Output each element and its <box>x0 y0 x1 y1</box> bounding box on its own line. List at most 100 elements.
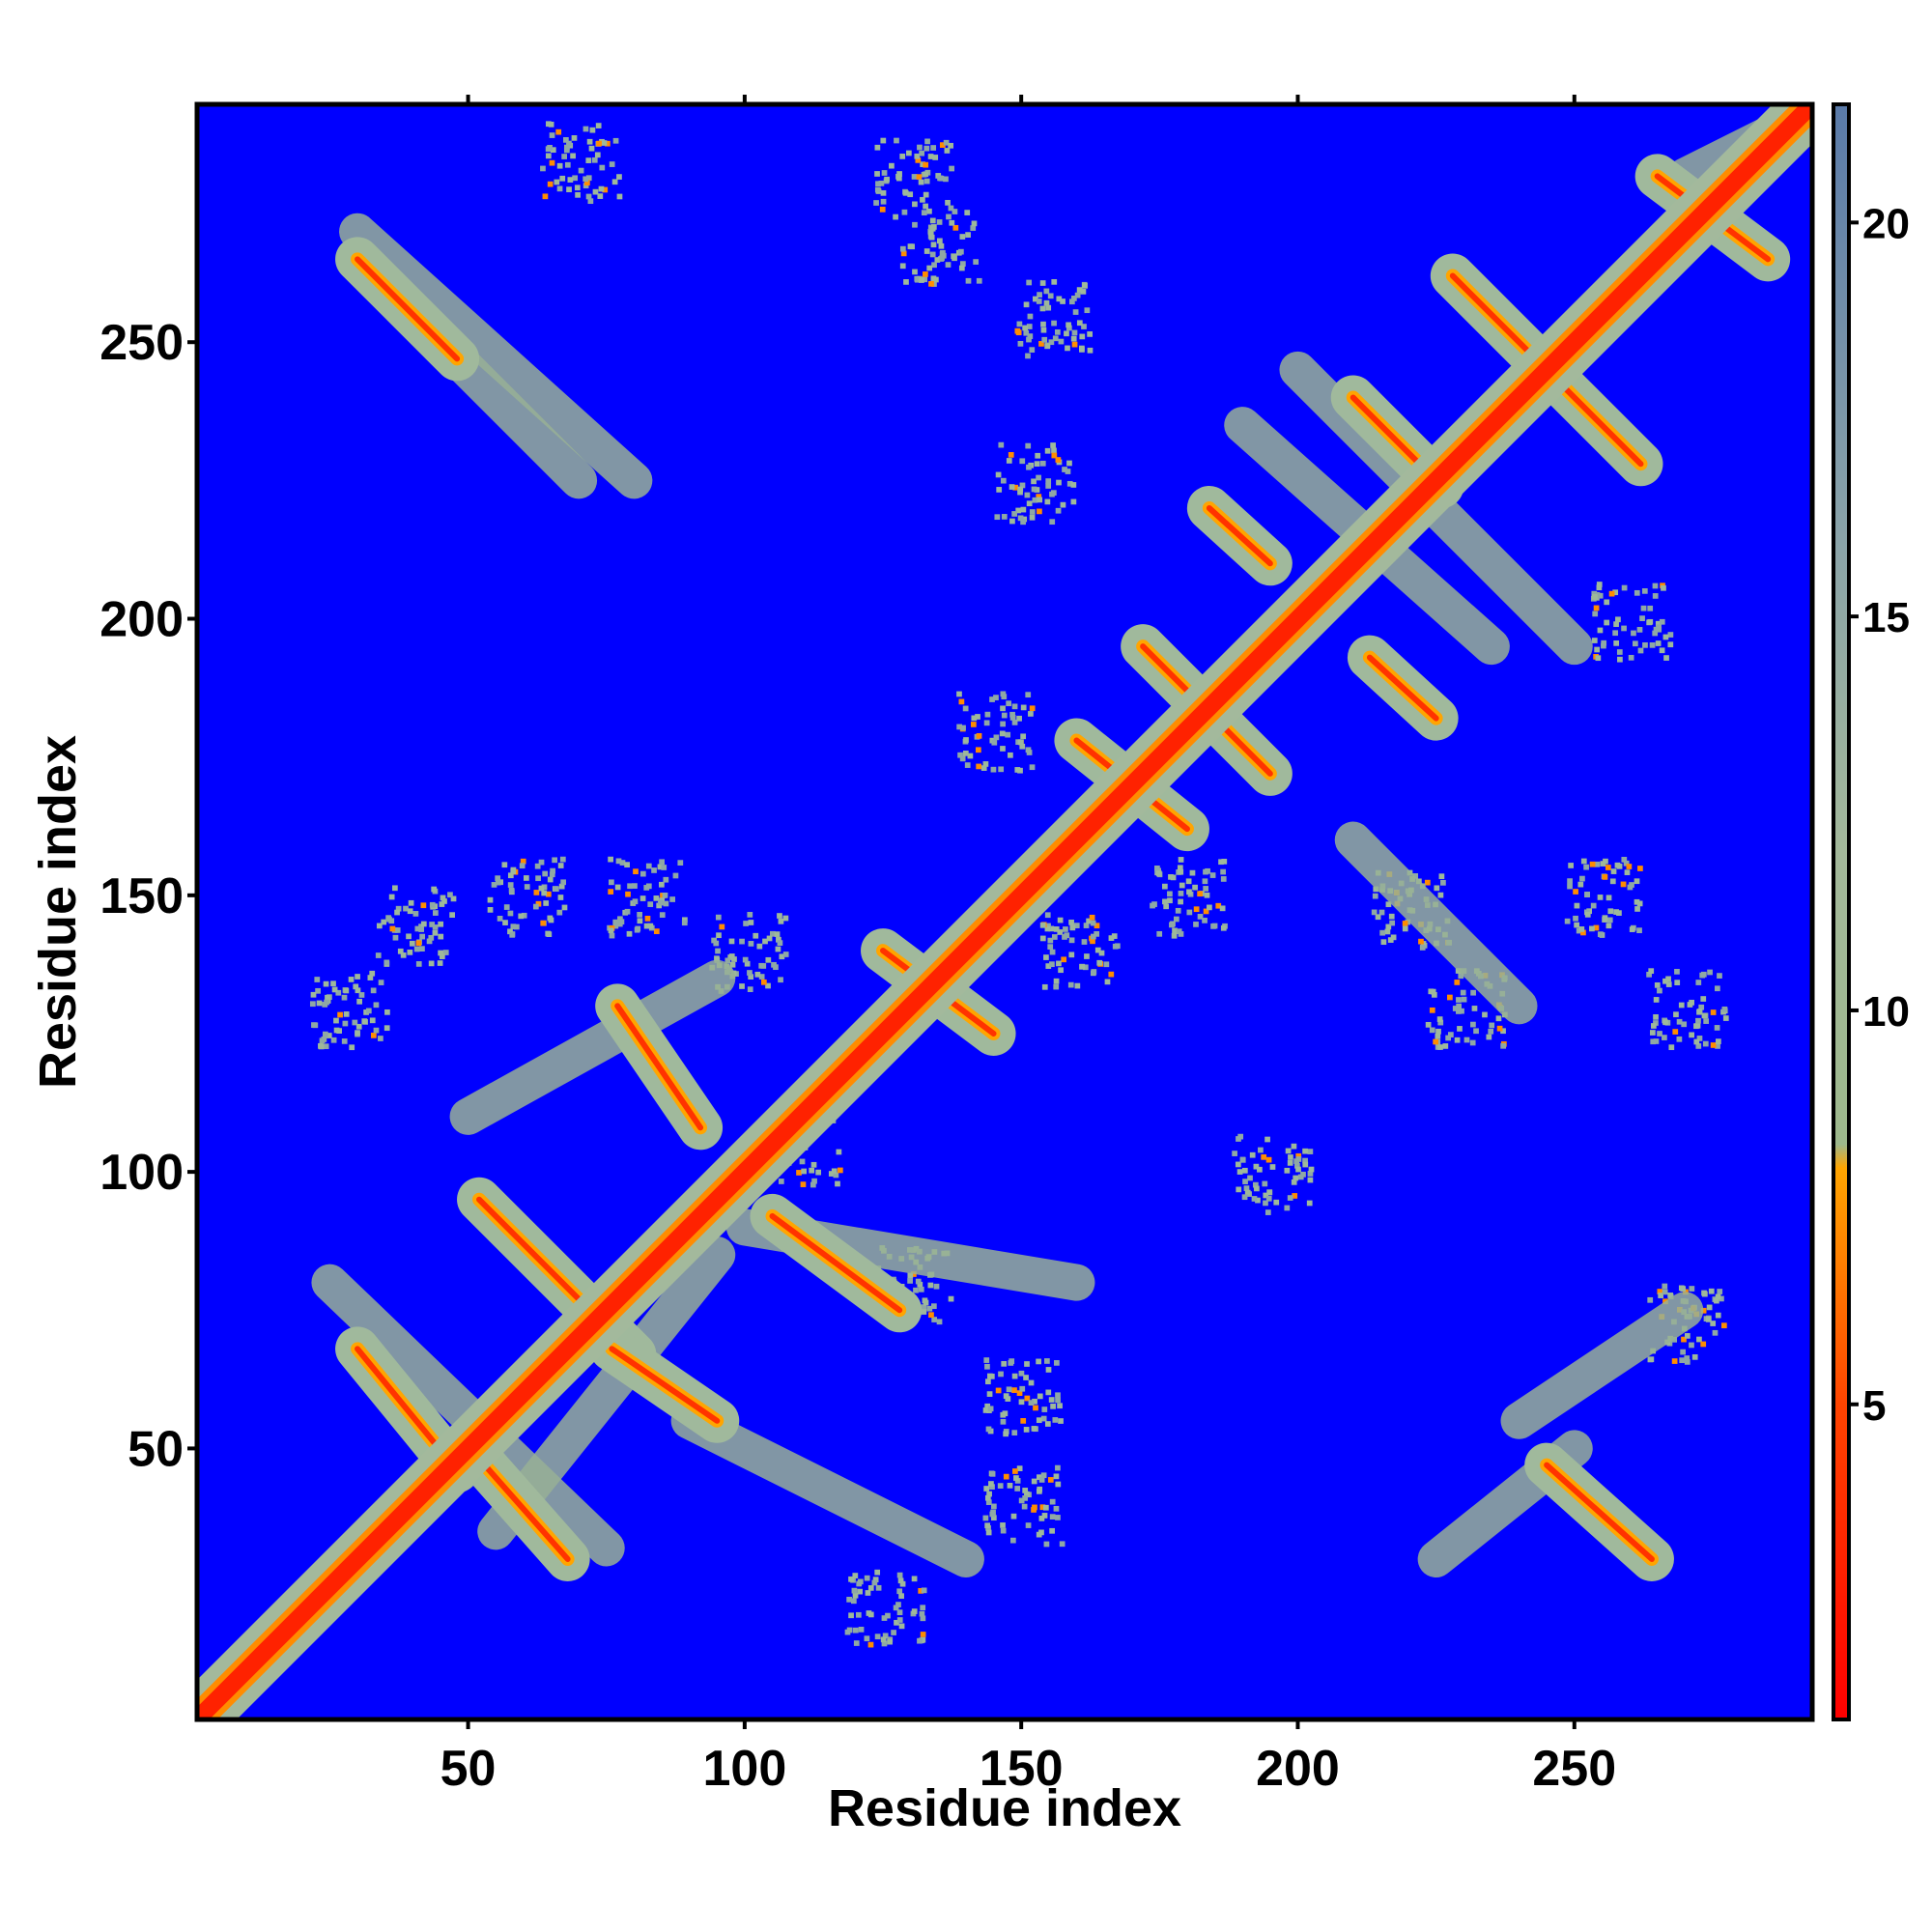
speckle-cell <box>1379 929 1386 936</box>
speckle-cell <box>367 975 374 980</box>
speckle-cell <box>731 956 737 962</box>
speckle-cell <box>1646 971 1652 978</box>
speckle-cell <box>933 1283 940 1290</box>
speckle-cell <box>601 140 608 146</box>
speckle-cell <box>378 1036 384 1041</box>
speckle-cell <box>928 1312 934 1319</box>
speckle-cell <box>867 1641 874 1648</box>
speckle-cell <box>927 230 934 236</box>
speckle-cell <box>714 955 720 962</box>
speckle-cell <box>1062 934 1067 940</box>
speckle-cell <box>1084 307 1091 314</box>
speckle-cell <box>983 1357 990 1363</box>
speckle-cell <box>566 186 572 193</box>
speckle-cell <box>414 925 421 932</box>
speckle-cell <box>990 1503 997 1510</box>
speckle-cell <box>1066 460 1072 467</box>
speckle-cell <box>1261 1153 1267 1160</box>
speckle-cell <box>1009 715 1016 721</box>
speckle-cell <box>1235 1161 1241 1168</box>
speckle-cell <box>1087 347 1094 354</box>
speckle-cell <box>409 940 415 947</box>
speckle-cell <box>662 892 668 898</box>
speckle-cell <box>545 891 552 897</box>
speckle-cell <box>896 1588 903 1595</box>
speckle-cell <box>1203 886 1209 892</box>
speckle-cell <box>1657 1289 1663 1294</box>
speckle-cell <box>324 999 329 1006</box>
speckle-cell <box>1307 1171 1314 1177</box>
speckle-cell <box>1186 889 1192 895</box>
speckle-cell <box>1016 321 1023 327</box>
speckle-cell <box>384 959 390 966</box>
speckle-cell <box>428 934 435 941</box>
speckle-cell <box>1591 594 1598 600</box>
speckle-cell <box>1012 484 1019 491</box>
contact-band-core <box>1206 505 1273 567</box>
speckle-cell <box>608 856 613 863</box>
y-tick-label: 50 <box>128 1421 184 1477</box>
speckle-cell <box>1438 873 1445 880</box>
speckle-cell <box>349 1044 355 1051</box>
speckle-cell <box>541 884 548 891</box>
speckle-cell <box>1047 1477 1054 1483</box>
speckle-cell <box>1045 483 1052 489</box>
speckle-cell <box>1049 519 1056 526</box>
speckle-cell <box>929 217 936 224</box>
speckle-cell <box>1221 858 1228 865</box>
speckle-cell <box>571 135 578 141</box>
speckle-cell <box>1017 739 1024 746</box>
speckle-cell <box>509 931 516 938</box>
speckle-cell <box>1069 924 1076 931</box>
speckle-cell <box>1068 919 1074 925</box>
speckle-cell <box>591 156 598 163</box>
speckle-cell <box>432 924 439 930</box>
speckle-cell <box>931 1317 938 1322</box>
speckle-cell <box>1263 1192 1269 1199</box>
speckle-cell <box>1390 934 1397 941</box>
speckle-cell <box>724 957 731 964</box>
speckle-cell <box>984 711 991 718</box>
speckle-cell <box>943 176 949 183</box>
speckle-cell <box>967 753 974 759</box>
speckle-cell <box>1440 879 1446 886</box>
speckle-cell <box>1044 447 1051 454</box>
speckle-cell <box>1019 482 1026 489</box>
secondary-band <box>449 959 736 1135</box>
speckle-cell <box>893 213 898 220</box>
speckle-cell <box>922 276 928 283</box>
speckle-cell <box>1605 923 1612 929</box>
speckle-cell <box>996 487 1003 493</box>
speckle-cell <box>911 1271 917 1277</box>
speckle-cell <box>1040 321 1046 327</box>
speckle-cell <box>1623 860 1630 867</box>
speckle-cell <box>392 934 399 941</box>
speckle-cell <box>1247 1175 1253 1181</box>
speckle-cell <box>921 1309 927 1315</box>
speckle-cell <box>1006 458 1012 464</box>
speckle-cell <box>532 903 539 910</box>
speckle-cluster <box>1039 912 1121 990</box>
speckle-cell <box>1025 692 1032 698</box>
speckle-cell <box>1025 442 1032 449</box>
speckle-cell <box>1696 1036 1703 1041</box>
speckle-cell <box>1295 1156 1302 1162</box>
speckle-cell <box>438 950 443 956</box>
speckle-cell <box>1076 320 1083 327</box>
speckle-cell <box>1081 324 1087 329</box>
speckle-cell <box>616 193 623 200</box>
speckle-cell <box>432 929 439 936</box>
speckle-cell <box>852 1573 859 1578</box>
speckle-cell <box>618 919 625 925</box>
speckle-cell <box>1015 329 1022 336</box>
speckle-cell <box>766 935 773 942</box>
speckle-cell <box>1293 1175 1299 1181</box>
speckle-cell <box>874 171 880 177</box>
speckle-cell <box>899 245 906 252</box>
speckle-cell <box>563 147 570 154</box>
speckle-cell <box>335 989 342 996</box>
speckle-cell <box>987 1406 994 1412</box>
speckle-cell <box>586 138 593 145</box>
speckle-cell <box>1584 912 1591 918</box>
speckle-cell <box>1011 1387 1017 1393</box>
